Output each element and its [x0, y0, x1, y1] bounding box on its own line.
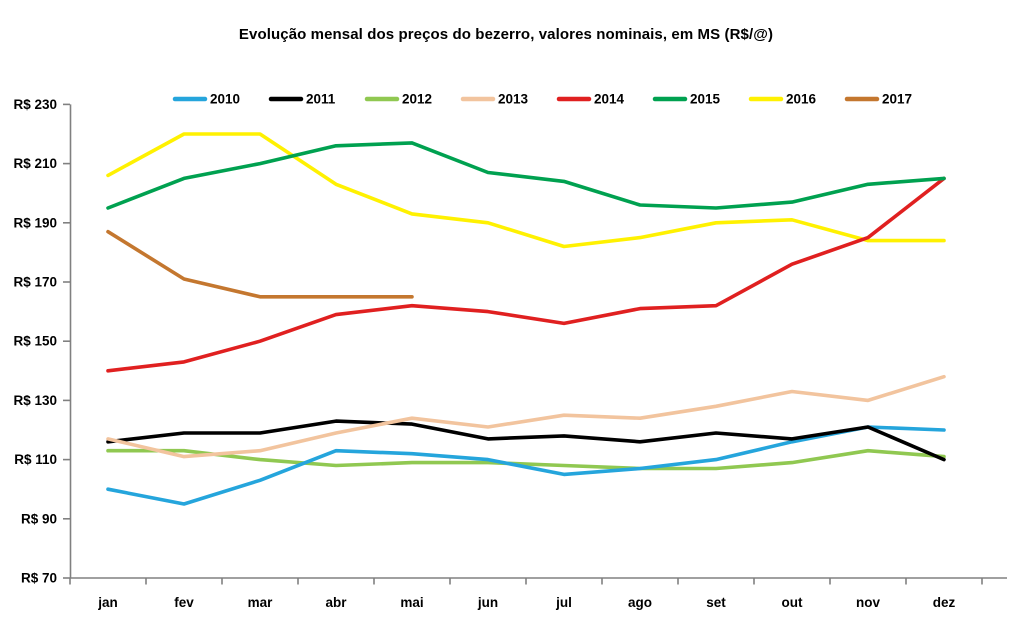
x-axis-label-dez: dez: [933, 595, 956, 610]
series-line-2017: [106, 229, 414, 299]
legend-item-2011: 2011: [268, 92, 336, 107]
series-line-2014: [106, 176, 946, 373]
x-axis-label-mar: mar: [248, 595, 274, 610]
x-axis-label-jun: jun: [477, 595, 498, 610]
y-axis-label-210: R$ 210: [13, 156, 57, 171]
y-axis-label-110: R$ 110: [14, 452, 57, 467]
y-axis-label-170: R$ 170: [13, 275, 57, 290]
series-line-2012: [106, 448, 946, 471]
legend-item-2016: 2016: [748, 92, 817, 107]
axes: R$ 70 R$ 90 R$ 110 R$ 130 R$ 150 R$ 170 R$ 190…: [13, 97, 1007, 610]
legend-item-2013: 2013: [460, 92, 529, 107]
y-axis-label-190: R$ 190: [13, 215, 57, 230]
x-axis-label-out: out: [782, 595, 803, 610]
x-axis-label-set: set: [706, 595, 726, 610]
legend-label-2012: 2012: [402, 92, 432, 107]
x-axis-label-abr: abr: [325, 595, 347, 610]
legend-item-2015: 2015: [652, 92, 721, 107]
legend-label-2015: 2015: [690, 92, 721, 107]
legend-item-2010: 2010: [172, 92, 240, 107]
legend-item-2017: 2017: [844, 92, 912, 107]
y-axis-label-130: R$ 130: [13, 393, 57, 408]
y-axis-label-150: R$ 150: [13, 334, 57, 349]
x-axis-label-nov: nov: [856, 595, 880, 610]
chart-title: Evolução mensal dos preços do bezerro, v…: [238, 26, 774, 43]
series-line-2016: [106, 132, 946, 249]
y-axis-label-70: R$ 70: [21, 571, 57, 586]
legend: 2010 2011 2012 2013 2014 2015 2016 2017: [172, 92, 912, 107]
series-line-2010: [106, 425, 946, 506]
x-axis-label-ago: ago: [628, 595, 652, 610]
y-axis-label-90: R$ 90: [21, 511, 57, 526]
x-axis-label-jul: jul: [555, 595, 572, 610]
legend-label-2017: 2017: [882, 92, 912, 107]
legend-label-2014: 2014: [594, 92, 625, 107]
x-axis-label-jan: jan: [97, 595, 118, 610]
legend-label-2016: 2016: [786, 92, 817, 107]
series-line-2013: [106, 374, 946, 459]
series-line-2015: [106, 141, 946, 210]
legend-label-2013: 2013: [498, 92, 529, 107]
x-axis-label-fev: fev: [174, 595, 194, 610]
series-line-2011: [106, 419, 946, 462]
legend-item-2012: 2012: [364, 92, 432, 107]
x-axis-label-mai: mai: [400, 595, 423, 610]
y-axis-label-230: R$ 230: [13, 97, 57, 112]
legend-item-2014: 2014: [556, 92, 625, 107]
legend-label-2010: 2010: [210, 92, 240, 107]
series-lines: [106, 132, 946, 506]
legend-label-2011: 2011: [306, 92, 336, 107]
